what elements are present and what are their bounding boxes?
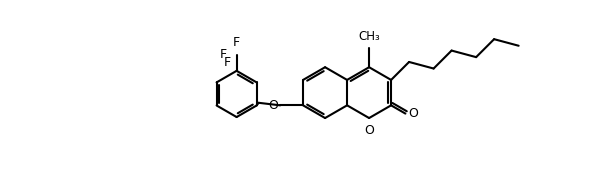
Text: O: O [409, 107, 418, 120]
Text: F: F [233, 36, 240, 49]
Text: O: O [364, 124, 374, 137]
Text: O: O [268, 99, 278, 112]
Text: F: F [223, 56, 230, 69]
Text: CH₃: CH₃ [358, 30, 380, 43]
Text: F: F [220, 48, 227, 61]
